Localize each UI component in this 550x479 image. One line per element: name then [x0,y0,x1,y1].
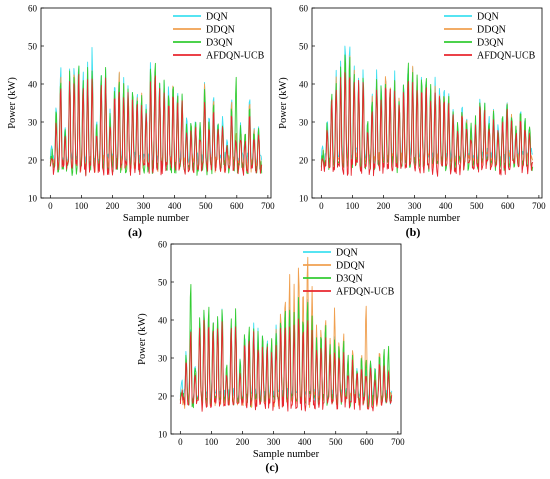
series-line-afdqn-ucb [49,74,263,177]
series-group [179,256,393,412]
legend-label-d3qn: D3QN [336,274,363,285]
series-line-afdqn-ucb [320,72,534,177]
panel-label: (c) [265,460,278,474]
legend-label-afdqn-ucb: AFDQN-UCB [206,51,265,62]
y-tick-label: 60 [28,4,38,14]
x-tick-label: 500 [199,201,213,211]
y-tick-label: 30 [28,118,38,128]
x-tick-label: 500 [329,437,343,447]
legend-label-ddqn: DDQN [336,261,365,272]
y-axis-label: Power (kW) [278,77,289,129]
y-tick-label: 20 [299,156,309,166]
legend-label-afdqn-ucb: AFDQN-UCB [336,287,395,298]
x-tick-label: 600 [230,201,244,211]
y-tick-label: 50 [299,42,309,52]
legend-label-ddqn: DDQN [477,25,506,36]
y-axis-label: Power (kW) [137,313,148,365]
y-tick-label: 60 [299,4,309,14]
x-axis-label: Sample number [123,213,190,224]
plot-frame [170,243,402,435]
x-tick-label: 100 [346,201,360,211]
legend-label-dqn: DQN [477,12,499,23]
x-tick-label: 200 [106,201,120,211]
y-tick-label: 50 [28,42,38,52]
y-tick-label: 10 [28,194,38,204]
legend-label-dqn: DQN [206,12,228,23]
x-tick-label: 0 [319,201,324,211]
x-axis-label: Sample number [253,449,320,460]
x-tick-label: 400 [439,201,453,211]
x-axis-label: Sample number [394,213,461,224]
legend-label-ddqn: DDQN [206,25,235,36]
x-tick-label: 500 [470,201,484,211]
x-tick-label: 200 [236,437,250,447]
series-line-afdqn-ucb [179,318,393,412]
y-tick-label: 30 [158,354,168,364]
y-tick-label: 50 [158,278,168,288]
x-tick-label: 700 [532,201,546,211]
y-tick-label: 40 [28,80,38,90]
y-tick-label: 10 [158,430,168,440]
panel-label: (a) [128,225,142,239]
x-tick-label: 200 [377,201,391,211]
x-tick-label: 600 [360,437,374,447]
x-tick-label: 0 [178,437,183,447]
y-tick-label: 40 [158,316,168,326]
series-group [320,45,534,177]
legend-label-dqn: DQN [336,248,358,259]
x-tick-label: 400 [168,201,182,211]
x-tick-label: 0 [48,201,53,211]
y-tick-label: 30 [299,118,309,128]
plot-frame [311,7,543,199]
x-tick-label: 300 [267,437,281,447]
y-axis-label: Power (kW) [7,77,18,129]
x-tick-label: 700 [391,437,405,447]
x-tick-label: 100 [75,201,89,211]
x-tick-label: 300 [137,201,151,211]
x-tick-label: 400 [298,437,312,447]
panel-label: (b) [406,225,421,239]
legend-label-d3qn: D3QN [477,38,504,49]
y-tick-label: 10 [299,194,309,204]
x-tick-label: 300 [408,201,422,211]
y-tick-label: 60 [158,240,168,250]
x-tick-label: 600 [501,201,515,211]
y-tick-label: 40 [299,80,309,90]
x-tick-label: 700 [261,201,275,211]
x-tick-label: 100 [205,437,219,447]
y-tick-label: 20 [158,392,168,402]
legend-label-d3qn: D3QN [206,38,233,49]
y-tick-label: 20 [28,156,38,166]
plot-frame [40,7,272,199]
legend-label-afdqn-ucb: AFDQN-UCB [477,51,536,62]
series-group [49,47,263,177]
